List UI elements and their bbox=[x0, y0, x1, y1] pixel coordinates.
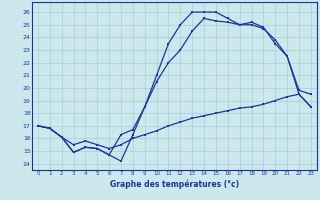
X-axis label: Graphe des températures (°c): Graphe des températures (°c) bbox=[110, 179, 239, 189]
